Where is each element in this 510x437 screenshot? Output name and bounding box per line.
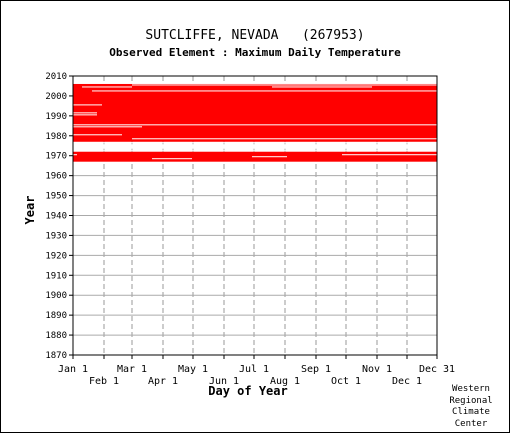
x-tick-label: Jun 1 (209, 376, 239, 387)
x-tick-label: Nov 1 (362, 364, 392, 375)
missing-record-gap (132, 84, 437, 86)
missing-record-gap (73, 112, 97, 114)
footer-line: Center (454, 418, 488, 429)
missing-record-gap (82, 86, 132, 88)
missing-record-gap (152, 158, 192, 160)
y-axis-label: Year (23, 196, 37, 225)
y-tick-label: 1920 (45, 251, 67, 261)
observed-period-bar (73, 83, 437, 142)
missing-record-gap (342, 154, 437, 156)
x-tick-label: Mar 1 (117, 364, 147, 375)
missing-record-gap (73, 124, 437, 126)
y-tick-label: 1960 (45, 172, 67, 182)
y-tick-label: 1980 (45, 132, 67, 142)
x-tick-label: Jul 1 (239, 364, 269, 375)
chart-subtitle: Observed Element : Maximum Daily Tempera… (109, 46, 401, 59)
missing-record-gap (73, 146, 437, 148)
missing-record-gap (73, 134, 122, 136)
footer-line: Western (452, 384, 490, 394)
missing-record-gap (92, 90, 437, 92)
missing-record-gap (272, 86, 372, 88)
y-tick-label: 1870 (45, 351, 67, 361)
footer-line: Regional (449, 395, 493, 406)
y-tick-label: 1890 (45, 311, 67, 321)
x-tick-label: May 1 (178, 364, 208, 375)
y-tick-label: 1930 (45, 231, 67, 241)
missing-record-gap (73, 114, 97, 116)
x-tick-label: Aug 1 (270, 376, 300, 387)
missing-record-gap (73, 144, 437, 146)
x-axis-label: Day of Year (208, 384, 287, 398)
y-tick-label: 1940 (45, 212, 67, 222)
x-tick-label: Feb 1 (89, 376, 119, 387)
y-tick-label: 1900 (45, 291, 67, 301)
missing-record-gap (73, 148, 437, 150)
footer-line: Climate (452, 407, 490, 417)
x-tick-label: Oct 1 (331, 376, 361, 387)
missing-record-gap (73, 104, 102, 106)
y-tick-label: 1880 (45, 331, 67, 341)
missing-record-gap (73, 142, 437, 144)
y-tick-label: 2000 (45, 92, 67, 102)
chart-title: SUTCLIFFE, NEVADA (267953) (145, 28, 364, 43)
x-tick-label: Apr 1 (148, 376, 178, 387)
y-tick-label: 1950 (45, 192, 67, 202)
y-tick-label: 1970 (45, 152, 67, 162)
missing-record-gap (73, 154, 77, 156)
x-tick-label: Jan 1 (58, 364, 88, 375)
missing-record-gap (252, 156, 287, 158)
x-tick-label: Sep 1 (301, 364, 331, 375)
missing-record-gap (73, 150, 437, 152)
y-tick-label: 1990 (45, 112, 67, 122)
missing-record-gap (73, 126, 142, 128)
y-tick-label: 2010 (45, 72, 67, 82)
y-tick-label: 1910 (45, 271, 67, 281)
x-tick-label: Dec 31 (419, 364, 455, 375)
x-tick-label: Dec 1 (392, 376, 422, 387)
footer-credit: Western Regional Climate Center (447, 384, 495, 430)
missing-record-gap (132, 138, 437, 140)
